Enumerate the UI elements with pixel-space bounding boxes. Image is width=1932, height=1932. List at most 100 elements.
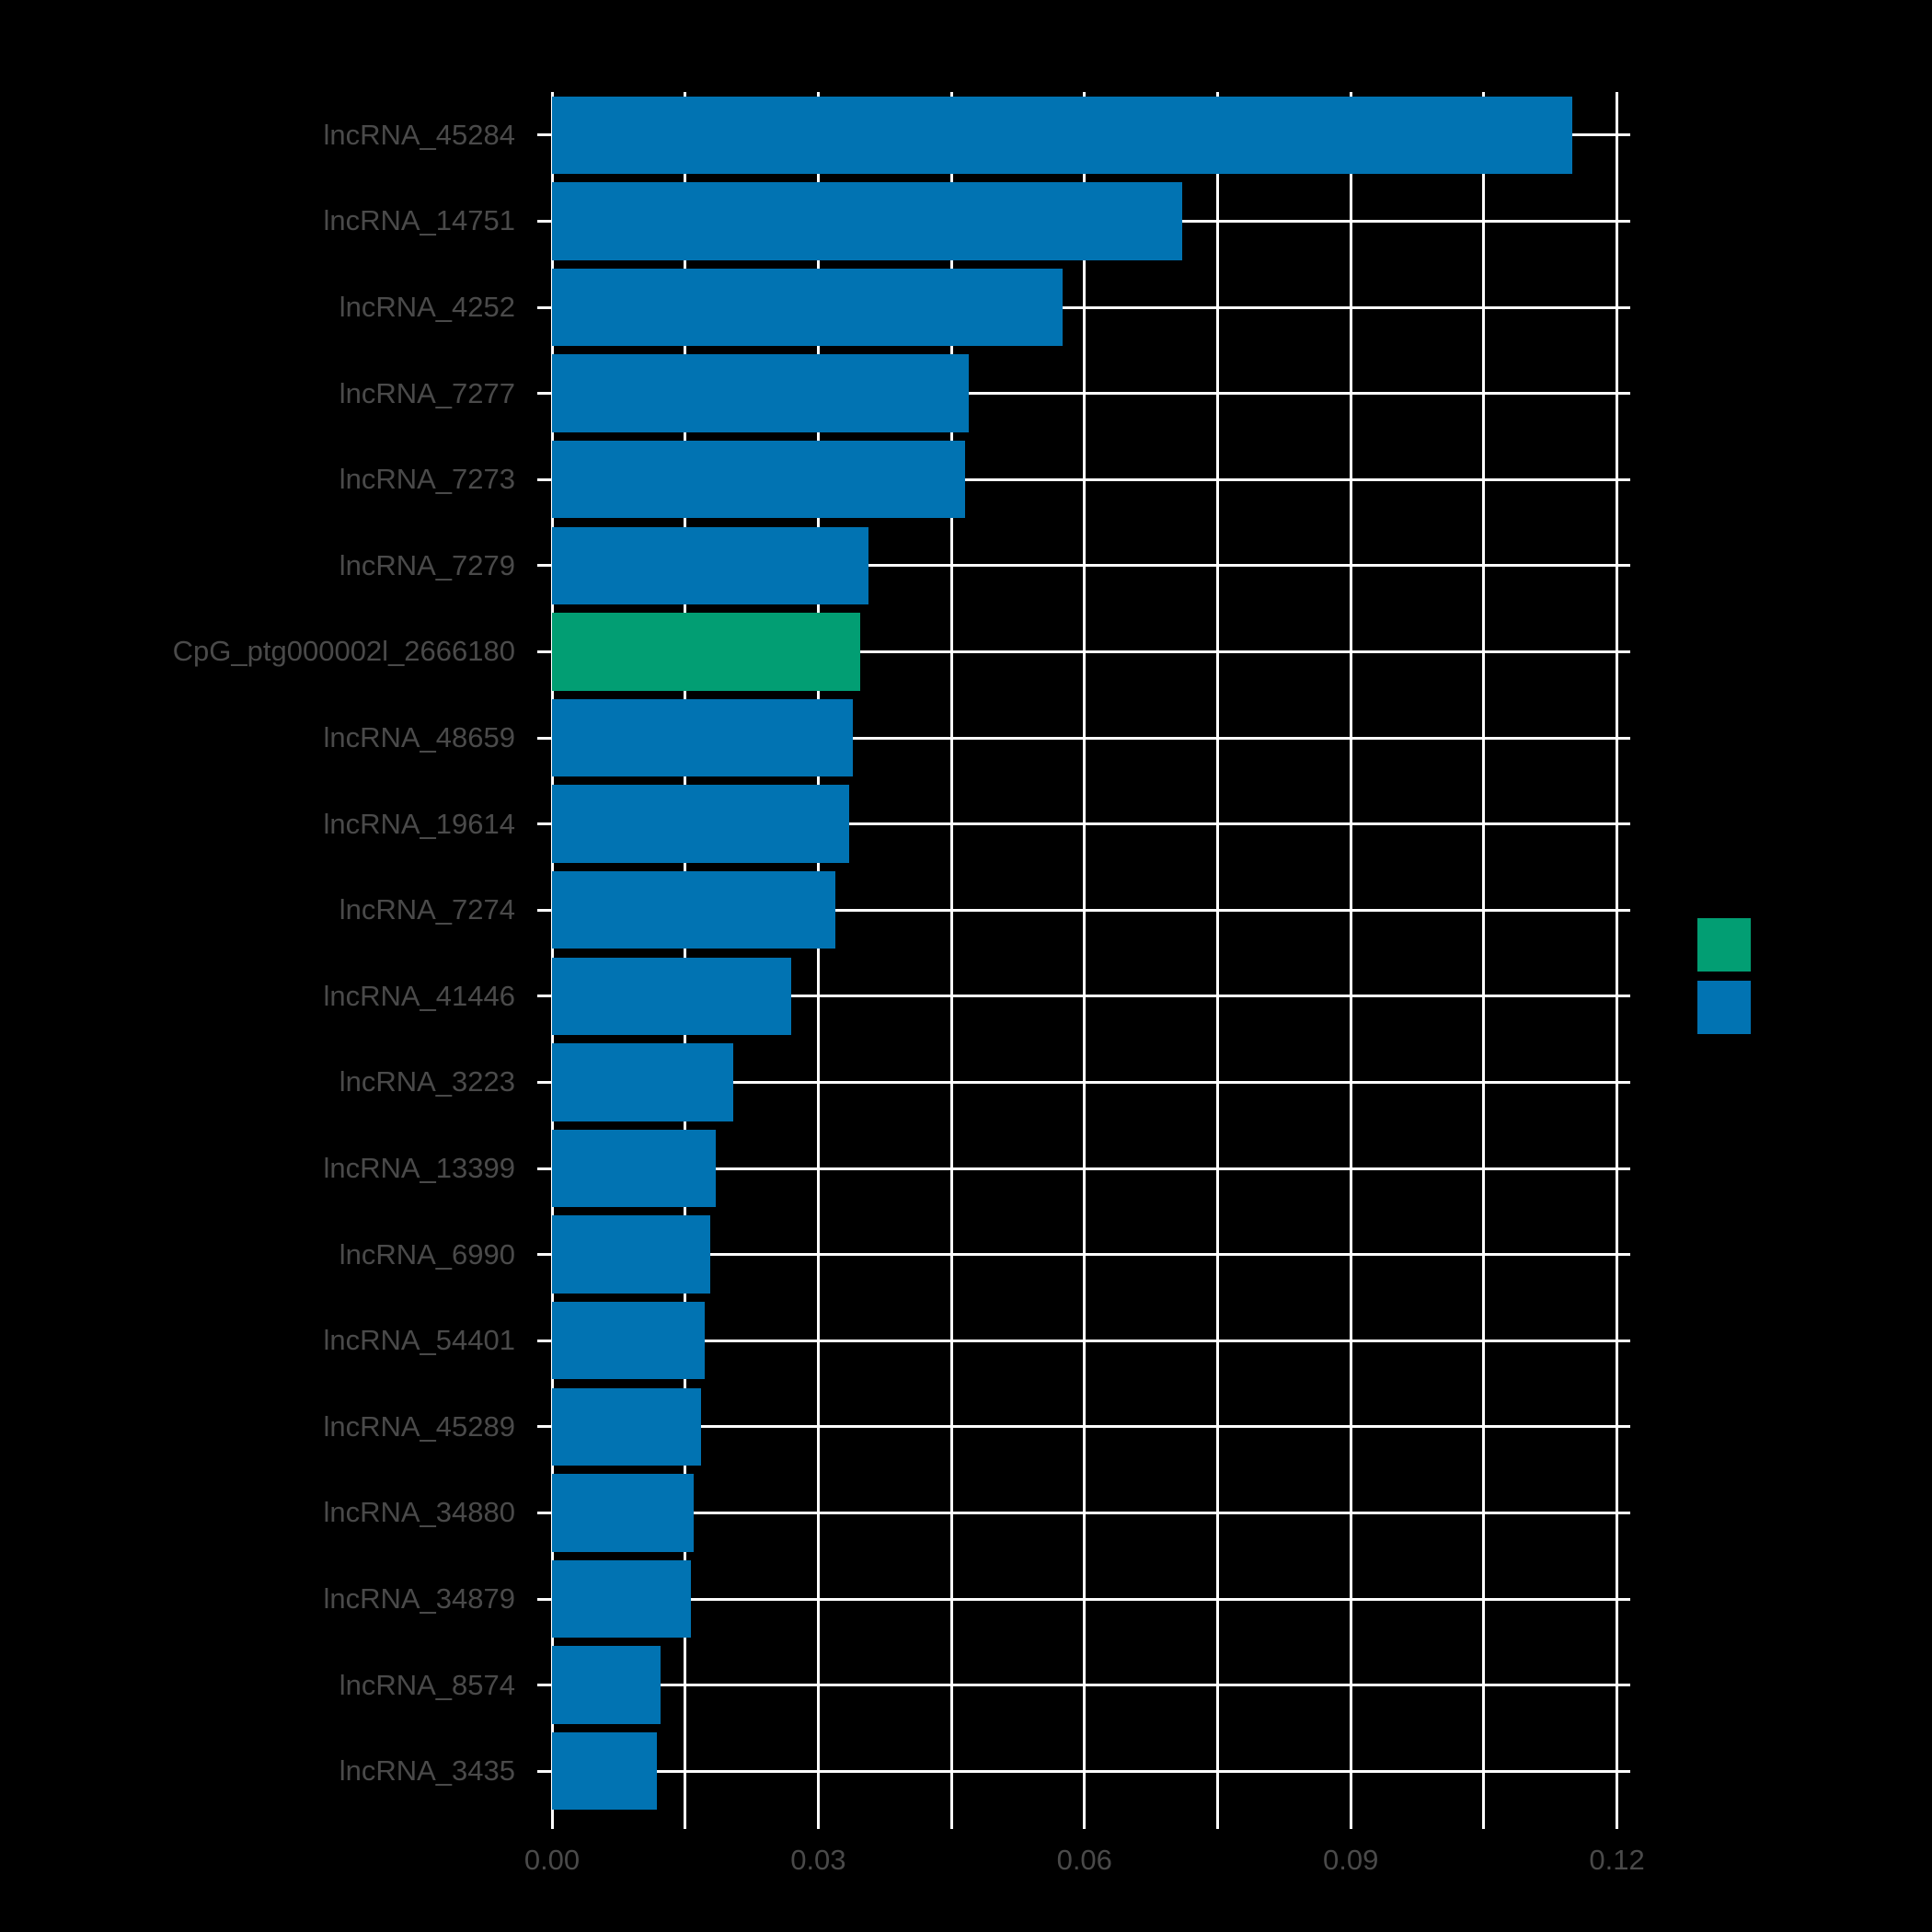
y-tick-label: lncRNA_19614 <box>323 807 515 840</box>
gridline-horizontal <box>552 305 1630 309</box>
y-tick-label: lncRNA_7273 <box>339 463 515 496</box>
gridline-horizontal <box>552 1597 1630 1601</box>
y-tick-mark <box>537 305 552 309</box>
gridline-horizontal <box>552 822 1630 826</box>
bar-lncRNA_3223 <box>552 1043 733 1121</box>
y-tick-label: lncRNA_3435 <box>339 1754 515 1788</box>
x-tick-label: 0.06 <box>1056 1844 1112 1876</box>
gridline-vertical <box>1616 92 1619 1814</box>
y-tick-label: lncRNA_8574 <box>339 1668 515 1701</box>
y-tick-label: lncRNA_48659 <box>323 720 515 753</box>
y-tick-mark <box>537 477 552 481</box>
gridline-horizontal <box>552 736 1630 740</box>
gridline-vertical <box>1083 92 1087 1814</box>
bar-lncRNA_48659 <box>552 698 853 777</box>
plot-panel <box>550 92 1630 1814</box>
x-tick-mark <box>949 1814 953 1829</box>
y-tick-label: lncRNA_13399 <box>323 1151 515 1184</box>
y-tick-label: CpG_ptg000002l_2666180 <box>172 635 515 668</box>
x-tick-label: 0.03 <box>790 1844 846 1876</box>
gridline-vertical <box>550 92 554 1814</box>
gridline-vertical <box>1482 92 1486 1814</box>
gridline-horizontal <box>552 564 1630 568</box>
bar-lncRNA_3435 <box>552 1732 657 1811</box>
gridline-horizontal <box>552 392 1630 396</box>
gridline-vertical <box>816 92 820 1814</box>
y-tick-mark <box>537 1425 552 1429</box>
gridline-horizontal <box>552 1339 1630 1342</box>
x-tick-label: 0.12 <box>1589 1844 1645 1876</box>
y-tick-mark <box>537 133 552 137</box>
gridline-vertical <box>684 92 687 1814</box>
gridline-vertical <box>1349 92 1352 1814</box>
y-tick-mark <box>537 736 552 740</box>
y-tick-label: lncRNA_45289 <box>323 1409 515 1443</box>
bar-lncRNA_19614 <box>552 785 850 863</box>
y-tick-label: lncRNA_7277 <box>339 376 515 409</box>
bar-lncRNA_7279 <box>552 526 869 604</box>
y-tick-mark <box>537 995 552 998</box>
y-tick-label: lncRNA_6990 <box>339 1237 515 1271</box>
y-tick-label: lncRNA_3223 <box>339 1065 515 1098</box>
y-tick-mark <box>537 650 552 653</box>
y-tick-label: lncRNA_34880 <box>323 1496 515 1529</box>
bar-lncRNA_7274 <box>552 871 835 949</box>
x-tick-label: 0.09 <box>1322 1844 1379 1876</box>
bar-lncRNA_45289 <box>552 1387 702 1466</box>
bar-lncRNA_8574 <box>552 1646 661 1724</box>
x-tick-mark <box>684 1814 687 1829</box>
y-tick-label: lncRNA_7274 <box>339 893 515 926</box>
x-tick-mark <box>1215 1814 1219 1829</box>
bar-lncRNA_14751 <box>552 182 1182 260</box>
gridline-horizontal <box>552 1425 1630 1429</box>
y-tick-mark <box>537 908 552 912</box>
legend-swatch-green <box>1697 918 1751 972</box>
gridline-horizontal <box>552 1684 1630 1687</box>
bar-lncRNA_7277 <box>552 354 970 432</box>
y-tick-mark <box>537 1769 552 1773</box>
gridline-horizontal <box>552 1769 1630 1773</box>
bar-lncRNA_34880 <box>552 1474 695 1552</box>
y-tick-label: lncRNA_34879 <box>323 1581 515 1615</box>
bar-lncRNA_41446 <box>552 957 792 1035</box>
gridline-horizontal <box>552 1511 1630 1514</box>
y-tick-mark <box>537 1597 552 1601</box>
x-tick-mark <box>1083 1814 1087 1829</box>
y-tick-label: lncRNA_41446 <box>323 979 515 1012</box>
y-tick-label: lncRNA_7279 <box>339 548 515 581</box>
y-tick-label: lncRNA_14751 <box>323 204 515 237</box>
y-tick-label: lncRNA_45284 <box>323 118 515 151</box>
bar-lncRNA_54401 <box>552 1302 705 1380</box>
bar-lncRNA_4252 <box>552 268 1063 347</box>
bar-lncRNA_6990 <box>552 1215 710 1294</box>
gridline-horizontal <box>552 908 1630 912</box>
y-tick-mark <box>537 1511 552 1514</box>
y-tick-mark <box>537 1167 552 1170</box>
y-tick-mark <box>537 1080 552 1084</box>
bar-lncRNA_34879 <box>552 1559 692 1639</box>
x-tick-mark <box>816 1814 820 1829</box>
bar-CpG_ptg000002l_2666180 <box>552 613 860 691</box>
x-tick-mark <box>550 1814 554 1829</box>
gridline-horizontal <box>552 1167 1630 1170</box>
gridline-horizontal <box>552 995 1630 998</box>
y-tick-mark <box>537 1684 552 1687</box>
y-tick-mark <box>537 1339 552 1342</box>
y-tick-label: lncRNA_54401 <box>323 1324 515 1357</box>
x-tick-mark <box>1482 1814 1486 1829</box>
bar-lncRNA_13399 <box>552 1129 717 1208</box>
y-tick-mark <box>537 822 552 826</box>
legend-swatch-blue <box>1697 981 1751 1034</box>
bar-lncRNA_7273 <box>552 441 965 519</box>
gridline-vertical <box>1215 92 1219 1814</box>
y-tick-mark <box>537 564 552 568</box>
gridline-horizontal <box>552 650 1630 653</box>
x-tick-mark <box>1616 1814 1619 1829</box>
y-tick-mark <box>537 219 552 223</box>
gridline-vertical <box>949 92 953 1814</box>
gridline-horizontal <box>552 1253 1630 1257</box>
y-tick-mark <box>537 392 552 396</box>
y-tick-label: lncRNA_4252 <box>339 290 515 323</box>
bar-lncRNA_45284 <box>552 96 1573 174</box>
